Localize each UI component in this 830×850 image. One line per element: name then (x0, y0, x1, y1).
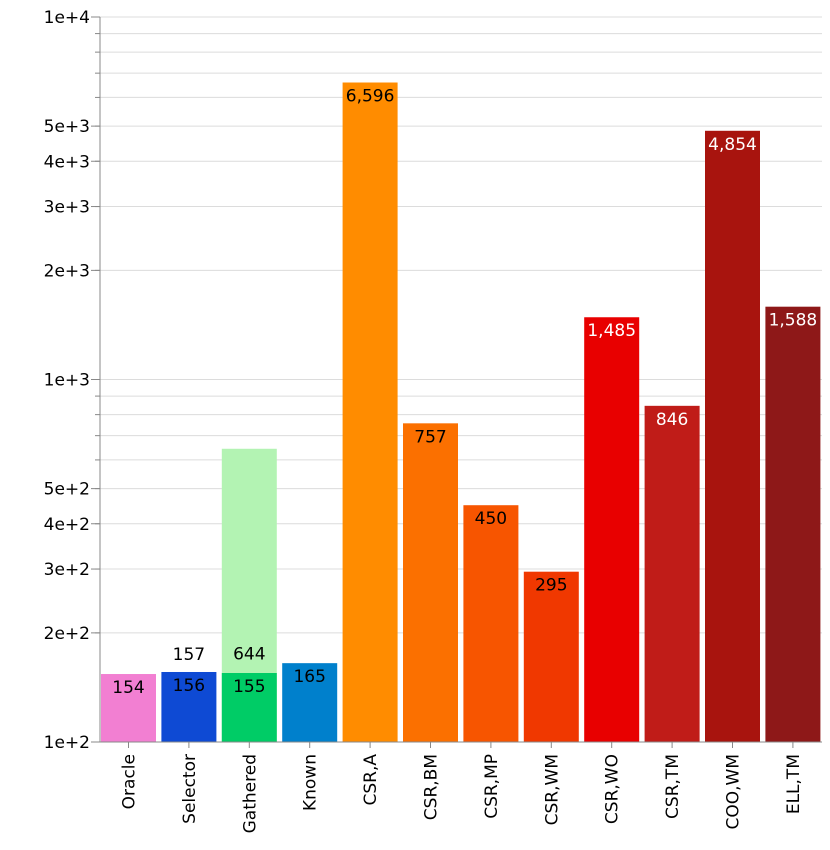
bar (463, 505, 519, 742)
bar (403, 423, 458, 742)
x-category-label: CSR,WM (542, 754, 562, 825)
bar (161, 671, 217, 742)
y-axis: 1e+2 2e+2 3e+2 4e+2 5e+2 1e+3 2e+3 3e+3 4e+3 5e+3… (44, 8, 101, 753)
y-tick-label: 1e+2 (44, 733, 90, 753)
y-tick-label: 5e+2 (44, 480, 90, 500)
bar-value-label: 295 (535, 576, 567, 596)
x-category-label: CSR,MP (482, 754, 502, 819)
y-tick-label: 4e+3 (44, 152, 90, 172)
x-category-label: CSR,BM (422, 754, 442, 820)
bar (221, 673, 277, 742)
y-tick-label: 3e+2 (44, 560, 90, 580)
bars (101, 82, 821, 743)
bar-value-label: 1,588 (769, 311, 818, 331)
bar-value-label: 846 (656, 410, 688, 430)
bar-value-label: 1,485 (587, 321, 636, 341)
bar-value-label: 156 (173, 676, 205, 696)
bar-value-label: 644 (233, 644, 265, 664)
x-category-label: Known (301, 754, 321, 811)
bar (101, 674, 156, 742)
bar-value-label: 165 (293, 667, 325, 687)
x-category-label: Oracle (120, 754, 140, 809)
bar-value-label: 757 (414, 427, 446, 447)
y-tick-label: 5e+3 (44, 117, 90, 137)
y-tick-label: 3e+3 (44, 198, 90, 218)
bar-value-label: 4,854 (708, 135, 757, 155)
bar-value-label: 450 (475, 509, 507, 529)
x-category-label: Gathered (240, 754, 260, 833)
x-axis: Oracle Selector Gathered Known CSR,A CSR,BM CS… (100, 741, 822, 833)
y-tick-label: 2e+3 (44, 261, 90, 281)
y-tick-label: 4e+2 (44, 515, 90, 535)
bar (342, 82, 398, 743)
y-tick-label: 1e+4 (44, 8, 90, 28)
y-tick-label: 1e+3 (44, 371, 90, 391)
x-category-label: CSR,TM (663, 754, 683, 819)
bar-value-label: 154 (112, 678, 144, 698)
bar (705, 130, 760, 743)
bar (765, 306, 821, 742)
bar (282, 663, 338, 742)
bar-value-label: 6,596 (346, 87, 395, 107)
bar (523, 571, 579, 742)
y-tick-label: 2e+2 (44, 624, 90, 644)
bar (644, 405, 700, 742)
x-category-label: CSR,WO (603, 754, 623, 824)
bar-value-label: 155 (233, 677, 265, 697)
bar (584, 317, 640, 742)
x-category-label: COO,WM (724, 754, 744, 830)
x-category-label: ELL,TM (784, 754, 804, 814)
bar-labels: 154 157 156 644 155 165 6,596 757 450 295 1,485 846… (112, 87, 817, 699)
gridlines (100, 16, 822, 634)
x-category-label: Selector (180, 754, 200, 824)
x-category-label: CSR,A (361, 754, 381, 806)
bar-value-label: 157 (173, 645, 205, 665)
